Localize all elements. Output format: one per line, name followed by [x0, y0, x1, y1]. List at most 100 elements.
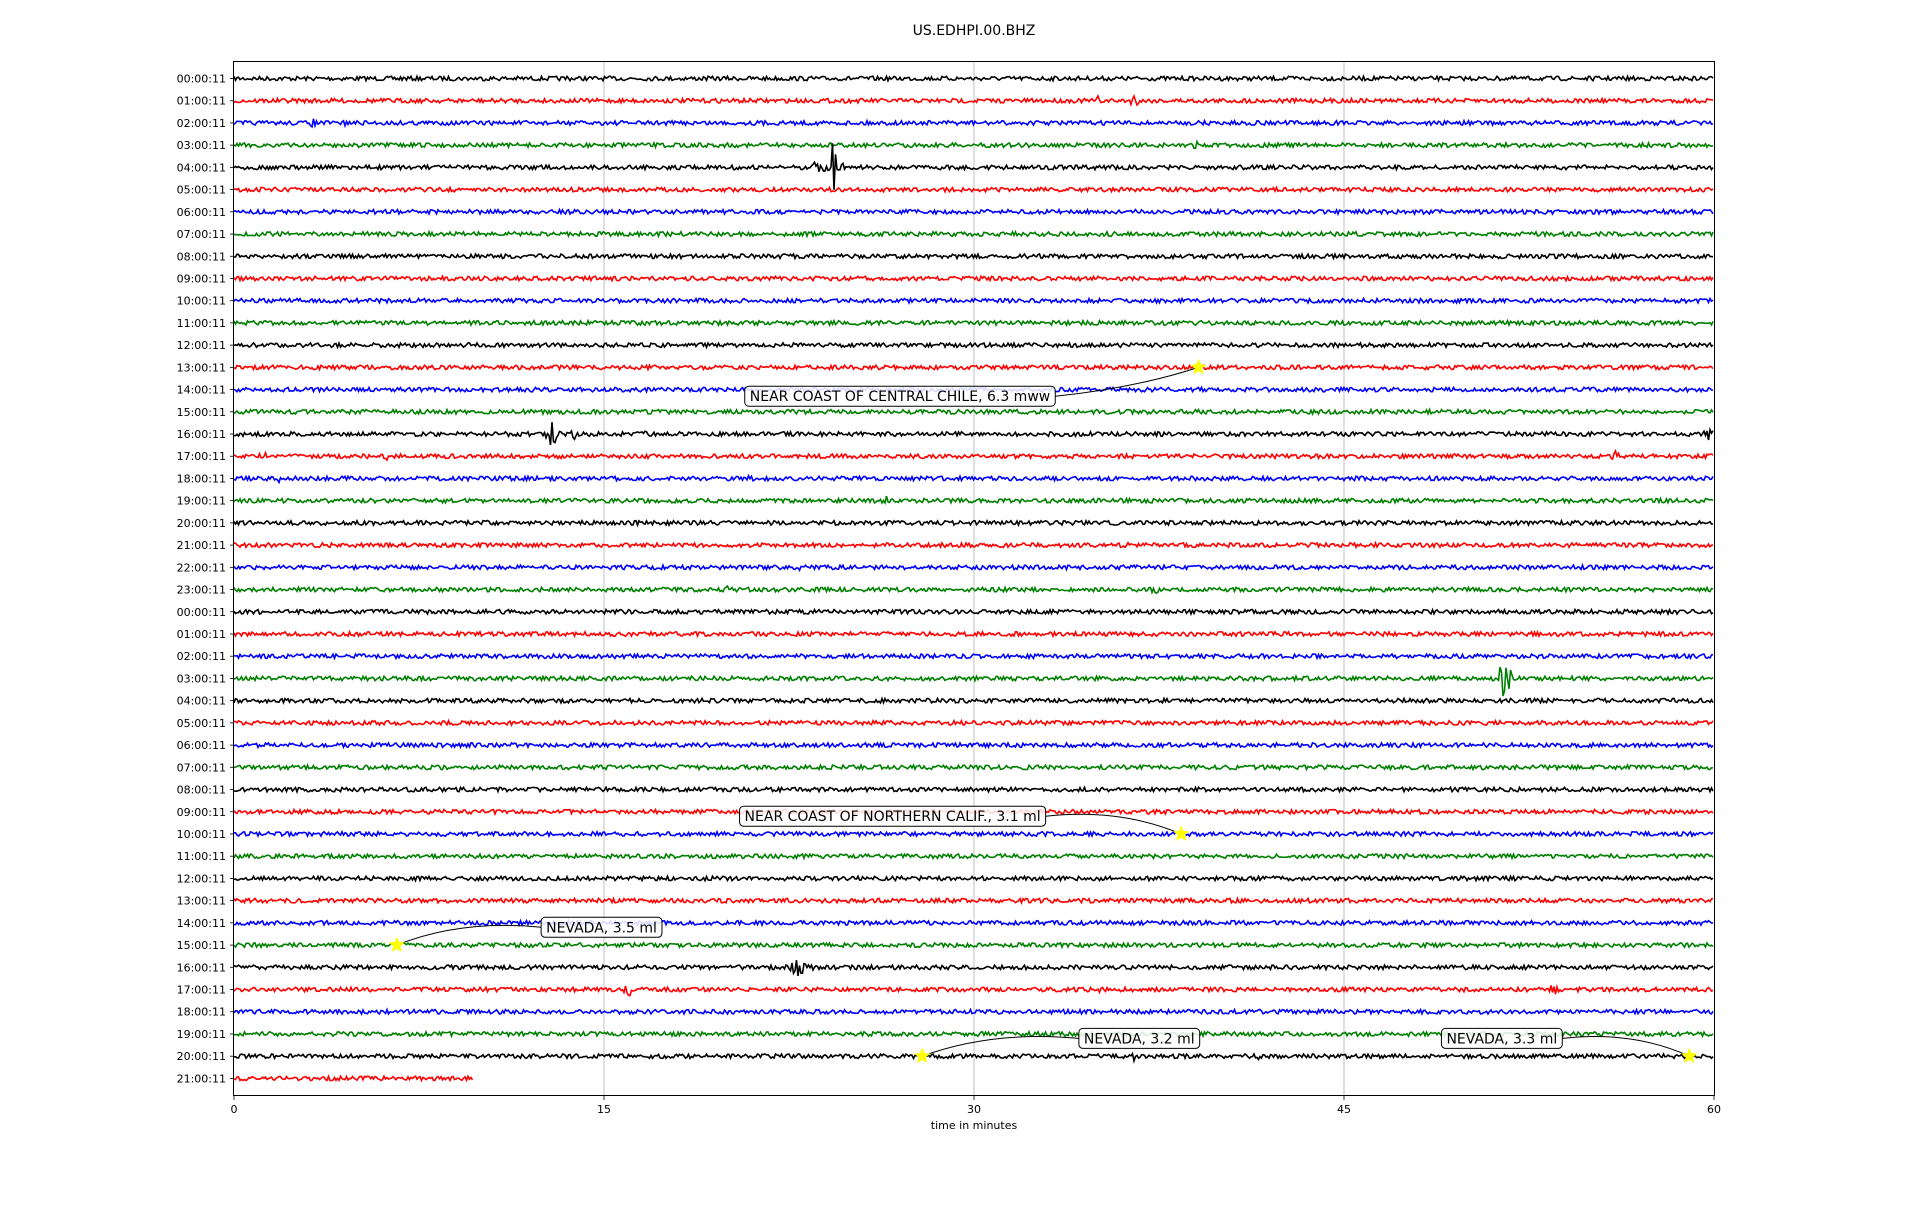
trace-line	[233, 448, 1714, 462]
trace-line	[233, 1074, 474, 1083]
trace-line	[233, 918, 1714, 928]
row-time-label: 13:00:11	[177, 361, 226, 374]
trace-line	[233, 252, 1714, 261]
trace-line	[233, 540, 1714, 550]
event-connector	[1562, 1036, 1690, 1057]
x-tick-label: 45	[1337, 1103, 1351, 1116]
row-time-label: 12:00:11	[177, 872, 226, 885]
row-time-label: 04:00:11	[177, 695, 226, 708]
trace-line	[233, 762, 1714, 772]
row-time-label: 20:00:11	[177, 1050, 226, 1063]
event-star-marker	[913, 1047, 931, 1064]
row-time-label: 08:00:11	[177, 250, 226, 263]
event-label-box	[540, 916, 663, 938]
event-label: NEAR COAST OF CENTRAL CHILE, 6.3 mww	[750, 389, 1050, 405]
event-label: NEVADA, 3.3 ml	[1446, 1031, 1557, 1047]
row-time-label: 18:00:11	[177, 1006, 226, 1019]
event-star-marker	[1190, 358, 1207, 375]
chart-title: US.EDHPI.00.BHZ	[913, 23, 1036, 39]
trace-line	[233, 852, 1714, 861]
event-connector	[396, 924, 542, 946]
trace-line	[233, 983, 1714, 997]
row-time-label: 23:00:11	[177, 584, 226, 597]
row-time-label: 00:00:11	[177, 73, 226, 86]
trace-line	[233, 143, 1714, 190]
trace-line	[233, 1051, 1714, 1064]
row-labels: 00:00:11 01:00:11 02:00:11 03:00:11 04:00:11…	[177, 73, 234, 1085]
trace-line	[233, 718, 1714, 728]
trace-line	[233, 896, 1714, 906]
trace-line	[233, 318, 1714, 328]
event-label-box	[744, 385, 1056, 407]
trace-line	[233, 829, 1714, 839]
trace-line	[233, 422, 1714, 446]
trace-line	[233, 93, 1714, 108]
row-time-label: 09:00:11	[177, 806, 226, 819]
x-tick-label: 0	[231, 1103, 238, 1116]
row-time-label: 03:00:11	[177, 672, 226, 685]
row-time-label: 06:00:11	[177, 206, 226, 219]
row-time-label: 16:00:11	[177, 428, 226, 441]
row-time-label: 05:00:11	[177, 717, 226, 730]
event-label: NEVADA, 3.5 ml	[546, 920, 657, 936]
row-time-label: 17:00:11	[177, 450, 226, 463]
row-time-label: 14:00:11	[177, 917, 226, 930]
row-time-label: 22:00:11	[177, 561, 226, 574]
row-time-label: 13:00:11	[177, 895, 226, 908]
trace-line	[233, 584, 1714, 595]
trace-line	[233, 785, 1714, 795]
row-time-label: 11:00:11	[177, 850, 226, 863]
trace-line	[233, 941, 1714, 950]
trace-line	[233, 363, 1714, 372]
trace-line	[233, 740, 1714, 750]
row-time-label: 01:00:11	[177, 95, 226, 108]
trace-line	[233, 696, 1714, 706]
event-connector	[1045, 813, 1182, 835]
trace-line	[233, 518, 1714, 528]
row-time-label: 14:00:11	[177, 384, 226, 397]
trace-line	[233, 562, 1714, 573]
event-label-box	[1440, 1027, 1563, 1049]
row-time-label: 16:00:11	[177, 961, 226, 974]
event-star-marker	[388, 936, 406, 953]
event-connector	[922, 1036, 1079, 1057]
trace-line	[233, 229, 1714, 239]
trace-line	[233, 874, 1714, 883]
row-time-label: 10:00:11	[177, 828, 226, 841]
trace-line	[233, 407, 1714, 417]
row-time-label: 04:00:11	[177, 161, 226, 174]
row-time-label: 07:00:11	[177, 228, 226, 241]
event-annotations: NEAR COAST OF CENTRAL CHILE, 6.3 mww NEAR…	[388, 358, 1698, 1064]
trace-line	[233, 118, 1714, 129]
event-label: NEVADA, 3.2 ml	[1084, 1031, 1195, 1047]
x-axis-title: time in minutes	[931, 1119, 1018, 1132]
row-time-label: 19:00:11	[177, 1028, 226, 1041]
x-axis-ticks: 0 15 30 45 60	[231, 1095, 1721, 1116]
row-time-label: 15:00:11	[177, 939, 226, 952]
event-label-box	[739, 805, 1047, 827]
trace-line	[233, 274, 1714, 283]
trace-line	[233, 607, 1714, 617]
row-time-label: 00:00:11	[177, 606, 226, 619]
row-time-label: 12:00:11	[177, 339, 226, 352]
row-time-label: 02:00:11	[177, 117, 226, 130]
row-time-label: 05:00:11	[177, 184, 226, 197]
grid-lines	[603, 62, 1345, 1095]
row-time-label: 18:00:11	[177, 472, 226, 485]
row-time-label: 03:00:11	[177, 139, 226, 152]
row-time-label: 21:00:11	[177, 1072, 226, 1085]
row-time-label: 15:00:11	[177, 406, 226, 419]
trace-line	[233, 629, 1714, 639]
trace-line	[233, 495, 1714, 506]
row-time-label: 01:00:11	[177, 628, 226, 641]
trace-line	[233, 473, 1714, 485]
trace-line	[233, 1007, 1714, 1016]
x-tick-label: 60	[1707, 1103, 1721, 1116]
trace-line	[233, 185, 1714, 194]
row-time-label: 20:00:11	[177, 517, 226, 530]
event-label-box	[1078, 1027, 1201, 1049]
trace-line	[233, 666, 1714, 697]
event-connector	[1055, 366, 1199, 397]
